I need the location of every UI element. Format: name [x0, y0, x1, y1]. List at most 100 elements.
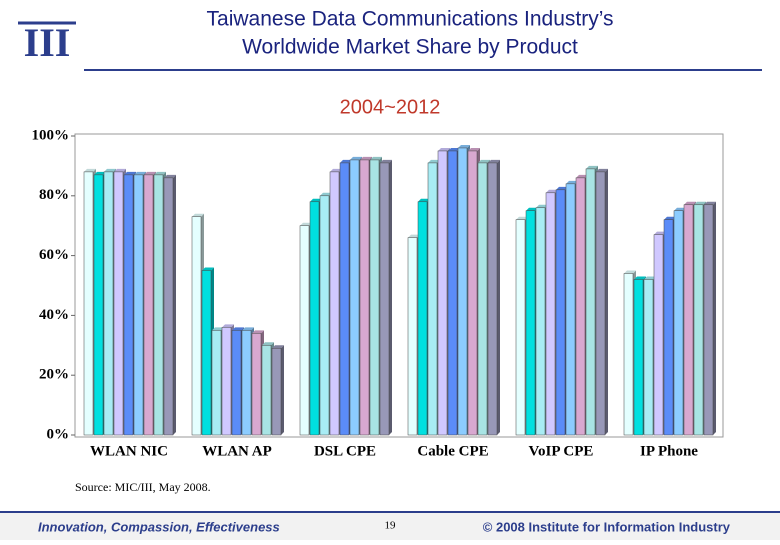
bar-top — [704, 201, 716, 205]
bar-top — [488, 159, 500, 163]
x-tick-label: Cable CPE — [417, 443, 488, 459]
page-number: 19 — [385, 520, 397, 532]
bar — [123, 174, 134, 436]
bar-side — [173, 174, 176, 436]
bar — [251, 333, 262, 436]
bar-side — [713, 201, 716, 435]
y-tick-label: 20% — [39, 367, 69, 383]
bar-top — [84, 168, 96, 172]
bar — [299, 225, 310, 436]
bar-top — [370, 156, 382, 160]
bar-top — [516, 216, 528, 220]
bar-top — [242, 327, 254, 331]
x-tick-label: WLAN NIC — [90, 443, 168, 459]
bar-top — [408, 234, 420, 238]
bar-top — [350, 156, 362, 160]
y-tick-label: 60% — [39, 247, 69, 263]
bar — [595, 171, 606, 436]
bar — [515, 219, 526, 436]
x-tick-label: IP Phone — [640, 443, 698, 459]
bar-top — [300, 222, 312, 226]
bar-top — [310, 198, 322, 202]
bar-top — [340, 159, 352, 163]
bar-top — [192, 213, 204, 217]
bar — [271, 348, 282, 436]
bar — [191, 216, 202, 436]
plot-frame — [74, 133, 724, 438]
bar — [437, 150, 448, 436]
bar — [339, 162, 350, 436]
footer-motto: Innovation, Compassion, Effectiveness — [38, 519, 280, 534]
bar-top — [684, 201, 696, 205]
bar — [379, 162, 390, 436]
y-tick-label: 0% — [47, 426, 70, 442]
bar-top — [566, 180, 578, 184]
bar — [93, 174, 104, 436]
y-tick-label: 80% — [39, 187, 69, 203]
bar — [153, 174, 164, 436]
bar — [427, 162, 438, 436]
bar — [457, 147, 468, 436]
bar — [261, 345, 272, 436]
bar-top — [114, 168, 126, 172]
bar — [565, 183, 576, 436]
y-tick-label: 40% — [39, 307, 69, 323]
bar-top — [664, 216, 676, 220]
bar — [663, 219, 674, 436]
bar — [585, 168, 596, 436]
bar-top — [526, 207, 538, 211]
bar — [201, 270, 212, 436]
bar-top — [232, 327, 244, 331]
bar — [633, 279, 644, 436]
bar — [673, 210, 684, 436]
bar-top — [644, 276, 656, 280]
bar-top — [556, 186, 568, 190]
bar-side — [605, 168, 608, 435]
bar-top — [144, 171, 156, 175]
bar-top — [428, 159, 440, 163]
bar-top — [448, 147, 460, 151]
x-tick-label: WLAN AP — [202, 443, 272, 459]
bar-side — [389, 159, 392, 435]
bar-top — [262, 342, 274, 346]
bar-top — [164, 174, 176, 178]
bar-top — [576, 174, 588, 178]
bar — [693, 204, 704, 436]
bar-top — [438, 147, 450, 151]
bar — [525, 210, 536, 436]
source-note: Source: MIC/III, May 2008. — [75, 480, 211, 494]
bar — [349, 159, 360, 436]
bar-top — [104, 168, 116, 172]
bar-top — [458, 144, 470, 148]
bar — [683, 204, 694, 436]
bar-top — [212, 327, 224, 331]
title: Worldwide Market Share by Product — [242, 36, 578, 59]
bar — [417, 201, 428, 436]
footer-copyright: © 2008 Institute for Information Industr… — [483, 519, 731, 534]
bar — [487, 162, 498, 436]
x-tick-label: DSL CPE — [314, 443, 376, 459]
bar — [447, 150, 458, 436]
title: Taiwanese Data Communications Industry’s — [207, 8, 614, 31]
bar — [221, 327, 232, 436]
bar-side — [497, 159, 500, 435]
bar — [83, 171, 94, 436]
bar — [329, 171, 340, 436]
bar-top — [536, 204, 548, 208]
bar — [467, 150, 478, 436]
bar — [163, 177, 174, 436]
subtitle: 2004~2012 — [340, 96, 441, 118]
bar — [359, 159, 370, 436]
bar-top — [320, 192, 332, 196]
bar-top — [694, 201, 706, 205]
bar-top — [478, 159, 490, 163]
bar — [143, 174, 154, 436]
bar — [545, 192, 556, 436]
bar — [703, 204, 714, 436]
bar-top — [360, 156, 372, 160]
bar-top — [674, 207, 686, 211]
bar — [133, 174, 144, 436]
bar-top — [154, 171, 166, 175]
bar — [309, 201, 320, 436]
